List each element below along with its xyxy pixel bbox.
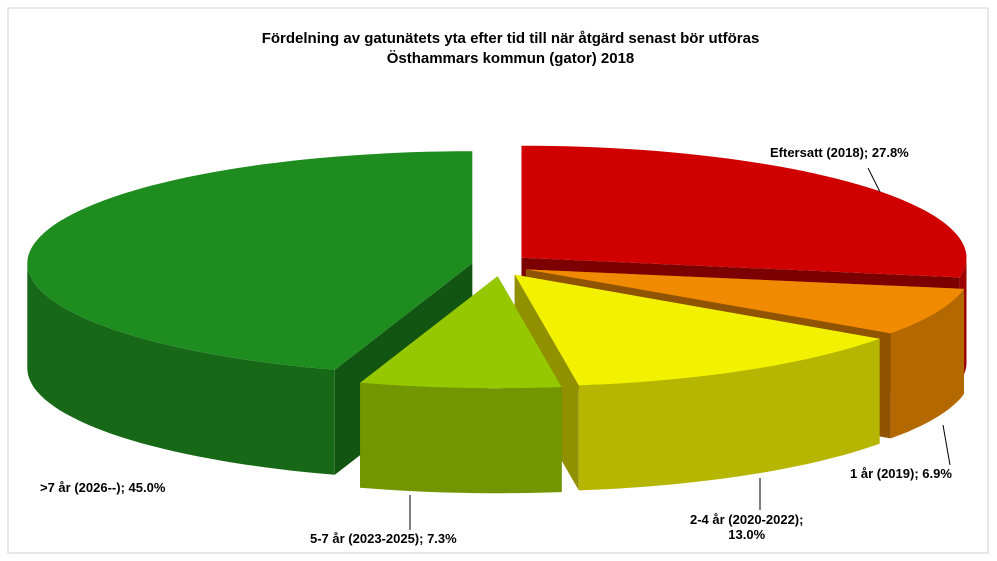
slice [27, 151, 473, 370]
leader-line [867, 167, 881, 193]
slice [514, 274, 880, 386]
data-label: Eftersatt (2018); 27.8% [770, 145, 909, 160]
slice-side [890, 288, 964, 439]
data-label: 1 år (2019); 6.9% [850, 466, 952, 481]
frame [7, 7, 989, 554]
leader-line [942, 424, 951, 466]
data-label: >7 år (2026--); 45.0% [40, 480, 166, 495]
data-label: 2-4 år (2020-2022); 13.0% [690, 512, 804, 542]
chart-title: Fördelning av gatunätets yta efter tid t… [261, 30, 760, 47]
slice [525, 269, 964, 334]
slice-side [360, 382, 562, 494]
data-label: 5-7 år (2023-2025); 7.3% [310, 531, 457, 546]
slice [360, 276, 562, 389]
slice [521, 145, 967, 278]
chart-subtitle: Östhammars kommun (gator) 2018 [386, 50, 635, 67]
slice-side [578, 338, 880, 491]
leaders [409, 167, 951, 530]
pie [27, 145, 967, 494]
slice-side [27, 263, 335, 475]
